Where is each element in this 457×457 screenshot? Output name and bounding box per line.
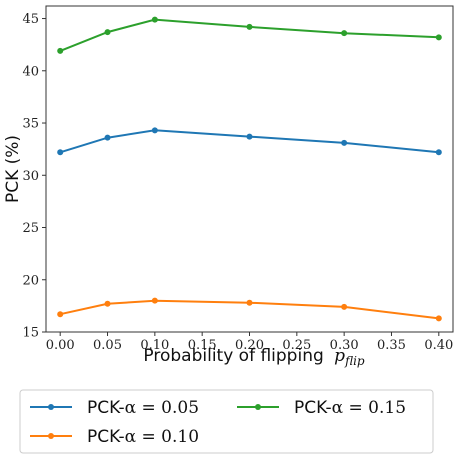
data-point [104, 134, 111, 141]
series-line-1 [59, 129, 439, 154]
x-tick-label: 0.10 [140, 338, 169, 353]
data-point [435, 34, 442, 41]
axis-ticks: 0.00 0.05 0.10 0.15 0.20 0.25 0.30 0.35 0.40 15 20… [22, 12, 453, 353]
legend: PCK-α = 0.05 PCK-α = 0.10 PCK-α = 0.15 [19, 389, 434, 454]
x-tick-label: 0.40 [424, 338, 453, 353]
x-tick-label: 0.20 [235, 338, 264, 353]
data-point [246, 133, 253, 140]
y-axis-label: PCK (%) [3, 135, 23, 203]
x-axis-label-math: p [334, 346, 345, 366]
data-point [151, 297, 158, 304]
legend-marker [48, 404, 54, 410]
x-axis-label-subscript: flip [344, 354, 365, 368]
y-tick-label: 30 [22, 169, 39, 184]
data-point [57, 149, 64, 156]
y-tick-label: 35 [22, 117, 39, 132]
data-point [246, 23, 253, 30]
legend-box [19, 389, 434, 454]
y-tick-label: 15 [22, 326, 39, 341]
data-point [57, 311, 64, 318]
data-point [151, 127, 158, 134]
legend-label: PCK-α = 0.15 [294, 398, 406, 418]
data-point [341, 139, 348, 146]
data-point [435, 315, 442, 322]
x-axis-label: Probability of flipping pflip [143, 346, 364, 368]
series-lines [57, 16, 442, 322]
plot-area [45, 5, 454, 333]
series-line-2 [59, 299, 439, 320]
data-point [341, 303, 348, 310]
legend-marker [48, 433, 54, 439]
legend-label: PCK-α = 0.10 [87, 427, 199, 447]
legend-label: PCK-α = 0.05 [87, 398, 199, 418]
y-tick-label: 20 [22, 273, 39, 288]
y-tick-label: 25 [22, 221, 39, 236]
x-tick-label: 0.25 [282, 338, 311, 353]
data-point [151, 16, 158, 23]
data-point [104, 29, 111, 36]
data-point [104, 300, 111, 307]
x-axis-label-text: Probability of flipping [143, 346, 323, 366]
y-tick-label: 40 [22, 64, 39, 79]
series-line-3 [59, 18, 439, 52]
x-tick-label: 0.05 [93, 338, 122, 353]
x-tick-label: 0.30 [330, 338, 359, 353]
legend-marker [255, 404, 261, 410]
x-tick-label: 0.35 [377, 338, 406, 353]
data-point [341, 30, 348, 37]
y-tick-label: 45 [22, 12, 39, 27]
data-point [57, 47, 64, 54]
x-tick-label: 0.15 [188, 338, 217, 353]
x-tick-label: 0.00 [46, 338, 75, 353]
data-point [435, 149, 442, 156]
data-point [246, 299, 253, 306]
